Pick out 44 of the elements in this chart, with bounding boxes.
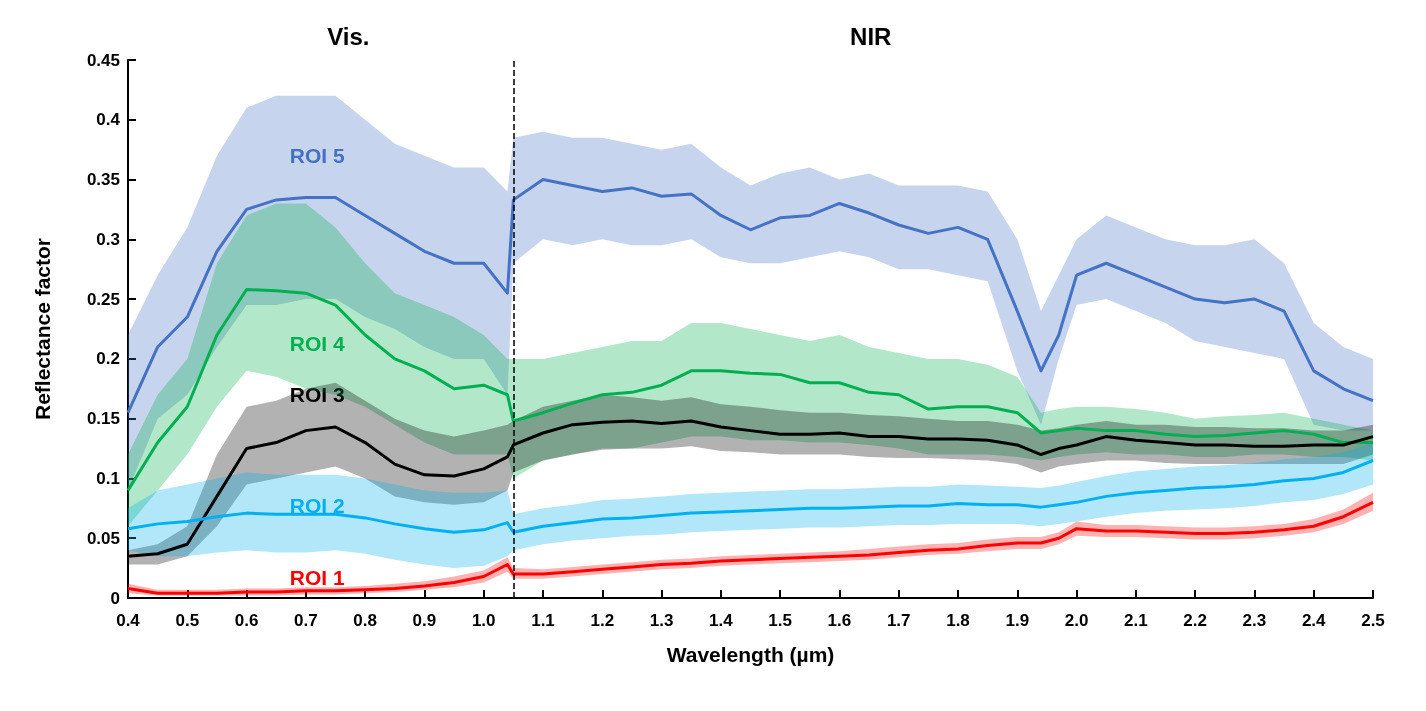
x-tick-label: 0.4 xyxy=(116,611,141,630)
x-tick-label: 1.0 xyxy=(471,611,496,630)
y-tick-label: 0.2 xyxy=(96,349,120,369)
x-tick-label: 1.7 xyxy=(886,611,911,630)
x-tick-label: 1.2 xyxy=(590,611,615,630)
x-tick-label: 2.5 xyxy=(1361,611,1385,630)
y-tick-label: 0.1 xyxy=(96,468,120,488)
series-label: ROI 2 xyxy=(289,493,345,517)
series-label: ROI 4 xyxy=(289,332,346,356)
x-tick-label: 2.0 xyxy=(1064,611,1089,630)
series-label: ROI 1 xyxy=(289,566,346,590)
x-tick-label: 2.4 xyxy=(1301,611,1327,630)
y-tick-label: 0 xyxy=(110,588,120,608)
y-tick-label: 0.25 xyxy=(86,289,120,309)
line-series xyxy=(126,178,1375,415)
x-tick-label: 1.5 xyxy=(768,611,792,630)
x-tick-label: 1.8 xyxy=(946,611,970,630)
line-series xyxy=(126,459,1375,534)
y-tick-label: 0.4 xyxy=(96,110,121,130)
y-tick-label: 0.3 xyxy=(96,229,120,249)
x-tick-label: 0.8 xyxy=(353,611,377,630)
x-tick-label: 2.3 xyxy=(1242,611,1267,630)
x-tick-label: 0.6 xyxy=(234,611,259,630)
x-tick-label: 2.1 xyxy=(1124,611,1148,630)
y-tick-label: 0.05 xyxy=(86,528,120,548)
x-tick-label: 0.7 xyxy=(294,611,318,630)
x-tick-label: 0.9 xyxy=(412,611,437,630)
x-tick-label: 1.9 xyxy=(1005,611,1030,630)
series-label: ROI 5 xyxy=(289,143,346,167)
text: NIR xyxy=(850,22,892,50)
text: Vis. xyxy=(327,22,370,50)
y-tick-label: 0.45 xyxy=(86,50,120,70)
y-tick-label: 0.15 xyxy=(86,409,120,429)
x-tick-label: 2.2 xyxy=(1183,611,1207,630)
series-label: ROI 3 xyxy=(289,383,345,407)
y-axis-title: Reflectance factor xyxy=(31,237,54,421)
x-tick-label: 0.5 xyxy=(175,611,200,630)
x-tick-label: 1.1 xyxy=(531,611,555,630)
line-series xyxy=(126,288,1375,492)
x-axis-title: Wavelength (µm) xyxy=(666,643,835,666)
y-tick-label: 0.35 xyxy=(86,170,120,190)
x-tick-label: 1.4 xyxy=(709,611,734,630)
x-tick-label: 1.6 xyxy=(827,611,852,630)
x-tick-label: 1.3 xyxy=(649,611,674,630)
